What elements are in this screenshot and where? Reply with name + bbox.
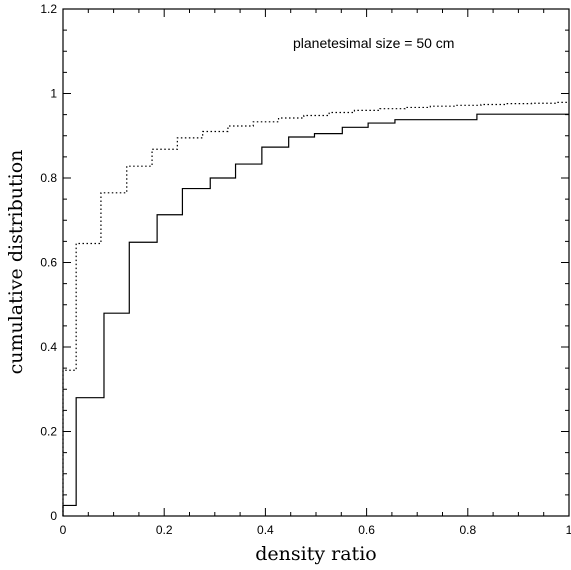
y-tick-label: 1	[50, 87, 57, 101]
plot-frame	[62, 8, 570, 517]
x-axis-title: density ratio	[255, 543, 376, 565]
x-tick-label: 0.4	[257, 523, 274, 537]
y-tick-label: 0	[50, 509, 57, 523]
x-tick-label: 1	[566, 523, 571, 537]
dotted-series-line	[62, 101, 569, 516]
y-tick-label: 1.2	[40, 2, 57, 16]
solid-series-line	[62, 113, 569, 516]
size-annotation: planetesimal size = 50 cm	[293, 35, 454, 51]
ticks-layer: 0 0.2 0.4 0.6 0.8 1 0 0.2 0.4 0.6 0.8 1 1.2	[40, 2, 571, 537]
y-tick-label: 0.4	[40, 340, 57, 354]
series-layer	[62, 101, 569, 516]
y-tick-label: 0.6	[40, 256, 57, 270]
y-tick-label: 0.2	[40, 425, 57, 439]
x-tick-label: 0.6	[358, 523, 375, 537]
y-tick-label: 0.8	[40, 171, 57, 185]
x-tick-label: 0.8	[459, 523, 476, 537]
x-tick-label: 0	[60, 523, 67, 537]
x-tick-label: 0.2	[156, 523, 173, 537]
y-axis-title: cumulative distribution	[5, 150, 27, 375]
